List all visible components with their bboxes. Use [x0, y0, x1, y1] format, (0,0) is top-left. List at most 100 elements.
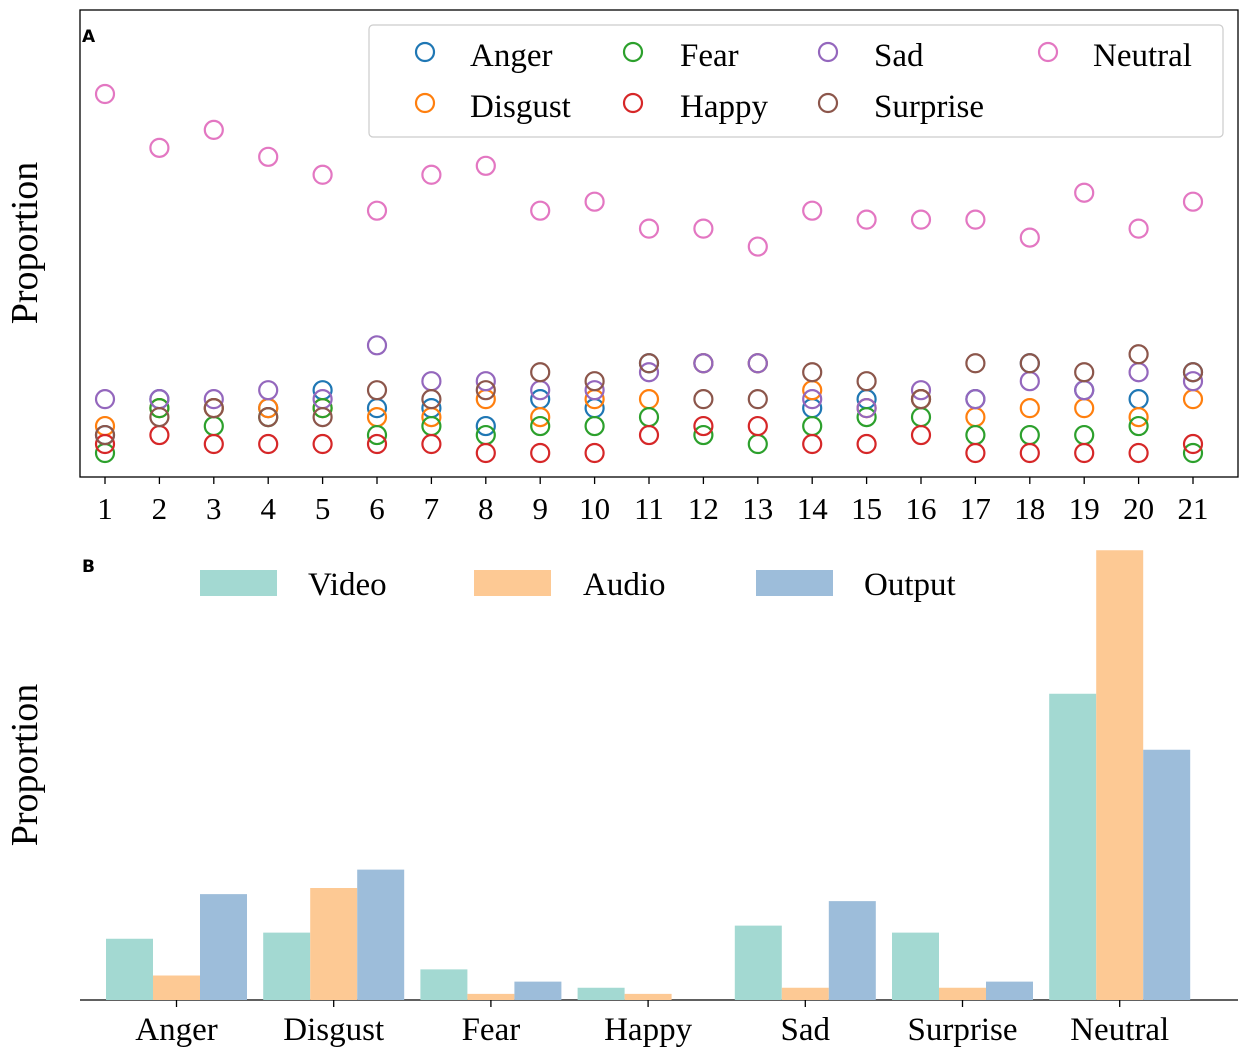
legend-marker-sad [817, 41, 839, 63]
point-neutral-5 [312, 164, 333, 185]
legend-marker-neutral [1037, 41, 1059, 63]
point-neutral-1 [94, 83, 116, 105]
point-fear-6 [366, 424, 388, 446]
point-surprise-1 [94, 424, 116, 446]
panel-a-x-tick-label: 4 [260, 491, 276, 526]
point-sad-17 [965, 389, 986, 410]
bar-video-sad [734, 925, 782, 1000]
point-surprise-3 [203, 398, 224, 419]
panel-a-x-tick-label: 6 [369, 491, 385, 526]
point-disgust-17 [965, 407, 986, 428]
point-disgust-9 [530, 407, 551, 428]
legend-item-surprise: Surprise [817, 89, 984, 125]
point-fear-12 [693, 424, 714, 446]
point-happy-9 [530, 442, 551, 464]
panel-b: B Proportion Anger Disgust Fear Happy Sad Sur… [4, 550, 1238, 1048]
legend-label-disgust: Disgust [470, 89, 571, 125]
panel-b-x-tick-label: Happy [604, 1012, 692, 1048]
point-sad-6 [366, 335, 388, 356]
panel-b-x-tick-label: Sad [781, 1012, 831, 1048]
legend-item-audio: Audio [474, 567, 666, 603]
bar-output-fear [514, 981, 562, 1000]
point-neutral-11 [638, 218, 660, 239]
point-happy-5 [312, 433, 333, 455]
panel-a-x-tick-label: 15 [851, 491, 882, 526]
legend-marker-anger [414, 41, 436, 63]
point-happy-4 [258, 433, 279, 455]
point-fear-5 [312, 398, 333, 419]
legend-marker-fear [622, 41, 644, 63]
point-surprise-13 [747, 389, 768, 410]
panel-b-x-tick-label: Surprise [908, 1012, 1018, 1048]
point-happy-19 [1074, 442, 1095, 464]
point-happy-18 [1019, 442, 1040, 464]
point-neutral-20 [1128, 218, 1149, 239]
legend-label-sad: Sad [874, 38, 924, 74]
point-fear-19 [1074, 424, 1095, 446]
point-neutral-19 [1074, 182, 1095, 203]
bar-audio-disgust [310, 888, 358, 1000]
point-neutral-13 [747, 236, 768, 257]
series-sad [94, 335, 1204, 419]
point-sad-4 [258, 380, 279, 401]
panel-a-x-ticks: 1 2 3 4 5 6 7 8 9 10 11 12 13 14 15 16 17 18 19 20 21 [97, 477, 1209, 526]
point-surprise-16 [910, 389, 932, 410]
panel-a-x-tick-label: 17 [960, 491, 991, 526]
legend-item-neutral: Neutral [1037, 38, 1192, 74]
point-sad-8 [475, 371, 496, 392]
panel-b-x-tick-label: Disgust [283, 1012, 384, 1048]
panel-a-x-tick-label: 19 [1069, 491, 1100, 526]
point-surprise-5 [312, 407, 333, 428]
panel-a-x-tick-label: 13 [742, 491, 773, 526]
point-fear-10 [584, 415, 605, 437]
point-sad-16 [910, 380, 932, 401]
bar-video-happy [577, 987, 625, 1000]
legend-item-fear: Fear [622, 38, 739, 74]
legend-swatch-audio [474, 570, 551, 596]
point-fear-17 [965, 424, 986, 446]
bar-output-surprise [986, 981, 1033, 1000]
bar-output-disgust [357, 869, 405, 1000]
point-surprise-7 [421, 389, 442, 410]
bar-audio-sad [781, 987, 829, 1000]
point-neutral-8 [475, 155, 496, 176]
point-disgust-19 [1074, 398, 1095, 419]
panel-a-x-tick-label: 16 [906, 491, 937, 526]
point-neutral-16 [910, 209, 932, 230]
legend-swatch-video [200, 570, 277, 596]
point-surprise-15 [856, 371, 877, 392]
point-surprise-12 [693, 389, 714, 410]
panel-b-bars [106, 550, 1191, 1000]
point-surprise-18 [1019, 353, 1040, 374]
panel-a-x-tick-label: 10 [579, 491, 610, 526]
legend-item-anger: Anger [414, 38, 552, 74]
point-neutral-4 [258, 146, 279, 167]
panel-b-x-tick-label: Fear [462, 1012, 521, 1048]
point-surprise-11 [638, 353, 660, 374]
point-neutral-2 [149, 137, 170, 158]
point-sad-10 [584, 380, 605, 401]
point-happy-6 [366, 433, 388, 455]
bar-video-disgust [263, 932, 311, 1000]
point-sad-15 [856, 398, 877, 419]
panel-a-x-tick-label: 18 [1014, 491, 1045, 526]
point-surprise-2 [149, 407, 170, 428]
point-sad-11 [638, 362, 660, 383]
bar-audio-fear [467, 993, 515, 1000]
point-disgust-11 [638, 389, 660, 410]
point-happy-1 [94, 433, 116, 455]
panel-a-x-tick-label: 20 [1123, 491, 1154, 526]
panel-a-y-axis-label: Proportion [4, 162, 46, 325]
legend-item-sad: Sad [817, 38, 924, 74]
point-surprise-6 [366, 380, 388, 401]
bar-video-anger [106, 938, 153, 1000]
bar-audio-surprise [939, 987, 986, 1000]
panel-a-x-tick-label: 8 [478, 491, 494, 526]
point-disgust-18 [1019, 398, 1040, 419]
panel-a-x-tick-label: 9 [532, 491, 548, 526]
panel-a-points [94, 83, 1204, 464]
point-surprise-19 [1074, 362, 1095, 383]
legend-marker-surprise [817, 92, 839, 114]
panel-b-label: B [82, 557, 95, 577]
panel-a: A Proportion 1 2 3 4 5 6 7 8 9 10 11 12 13 14 15 16 17 18… [4, 9, 1239, 526]
